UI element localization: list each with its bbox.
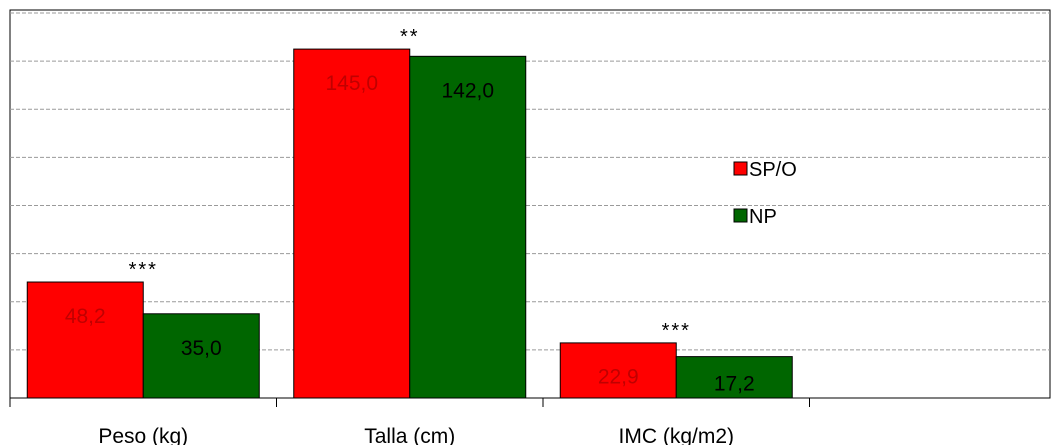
- bar-sp-o-2: [559, 342, 677, 399]
- data-label-np-1: 142,0: [441, 79, 494, 102]
- x-tick-label-2: IMC (kg/m2): [619, 425, 735, 445]
- legend-swatch-sp-o: [733, 161, 748, 176]
- bar-sp-o-0: [26, 281, 144, 399]
- significance-marker-2: ***: [662, 320, 691, 342]
- data-label-np-2: 17,2: [714, 372, 755, 395]
- gridlines: [10, 12, 1050, 351]
- data-label-sp-o-1: 145,0: [325, 72, 378, 95]
- x-axis: Peso (kg) Talla (cm) IMC (kg/m2): [9, 397, 1050, 445]
- data-label-sp-o-0: 48,2: [65, 305, 106, 328]
- legend-label-sp-o: SP/O: [749, 159, 797, 181]
- legend-label-np: NP: [749, 206, 777, 228]
- data-labels: 48,2 35,0 145,0 142,0 22,9 17,2: [65, 72, 755, 395]
- legend: SP/O NP: [733, 159, 797, 228]
- bars: [26, 48, 793, 399]
- x-tick-label-0: Peso (kg): [98, 425, 188, 445]
- data-label-np-0: 35,0: [181, 337, 222, 360]
- bar-np-2: [675, 356, 793, 399]
- bar-np-1: [409, 55, 527, 399]
- bar-sp-o-1: [293, 48, 411, 399]
- bar-np-0: [142, 313, 260, 399]
- significance-markers: ********: [129, 26, 691, 342]
- legend-swatch-np: [733, 208, 748, 223]
- data-label-sp-o-2: 22,9: [598, 365, 639, 388]
- significance-marker-0: ***: [129, 259, 158, 281]
- significance-marker-1: **: [400, 26, 420, 48]
- x-tick-label-1: Talla (cm): [364, 425, 455, 445]
